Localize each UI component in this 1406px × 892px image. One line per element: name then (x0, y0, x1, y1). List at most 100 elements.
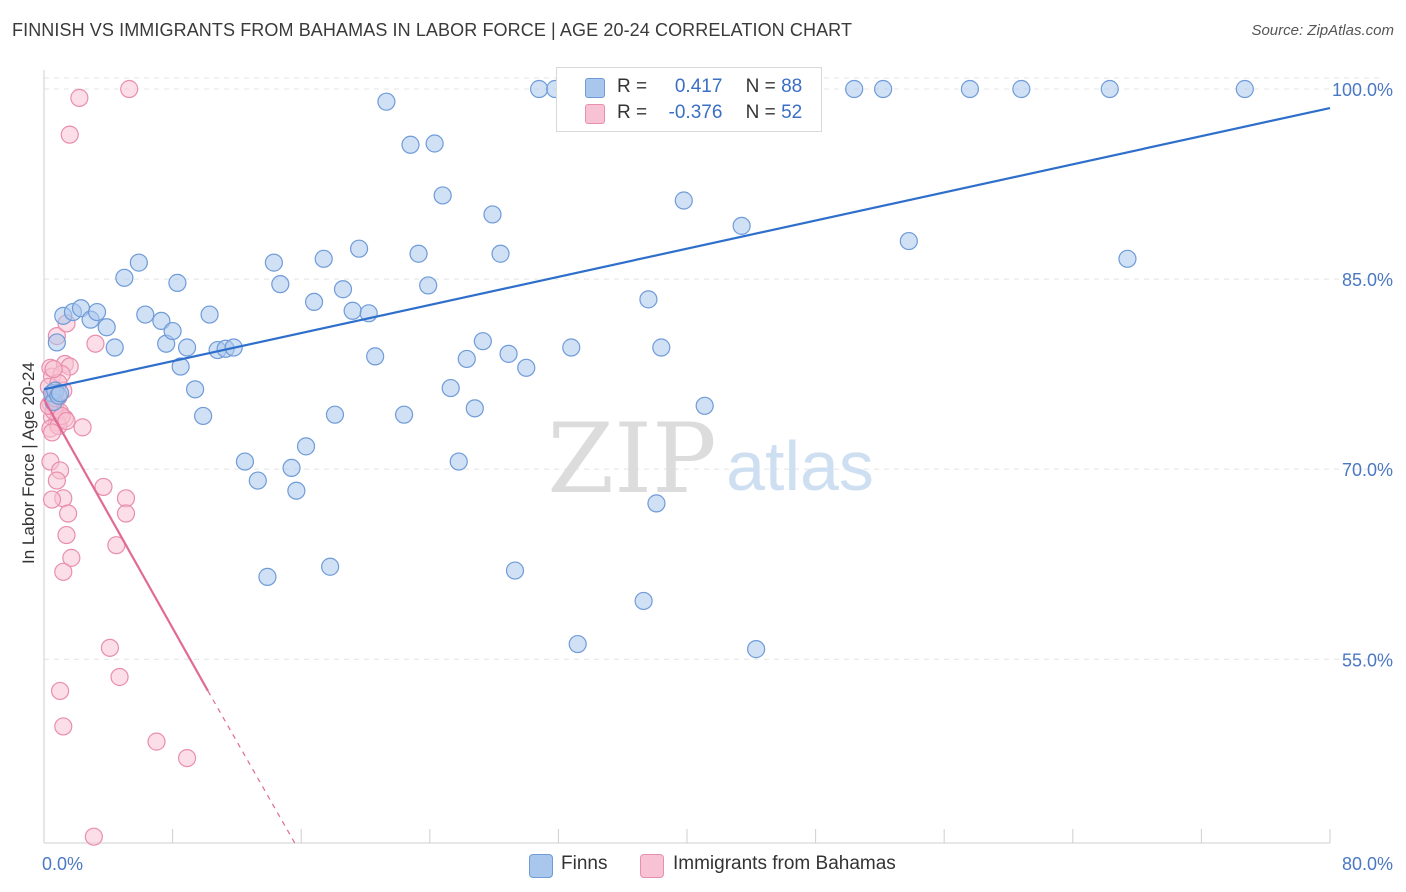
finns-point-76 (845, 79, 864, 99)
finns-point-20 (200, 305, 219, 324)
bahamas-point-36 (100, 638, 120, 657)
finns-point-16 (171, 357, 190, 376)
bahamas-point-26 (94, 477, 113, 497)
finns-point-7 (97, 318, 116, 337)
finns-point-67 (647, 494, 666, 513)
finns-point-44 (409, 244, 428, 263)
finns-point-77 (874, 79, 893, 99)
series-swatch-bahamas (640, 854, 664, 878)
finns-point-18 (186, 380, 205, 399)
x-tick-label-max: 80.0% (1342, 854, 1393, 874)
bahamas-point-25 (47, 471, 66, 490)
finns-point-36 (333, 280, 353, 299)
x-tick-label-min: 0.0% (42, 854, 83, 874)
finns-point-51 (465, 399, 484, 418)
finns-point-17 (177, 338, 197, 357)
finns-point-41 (377, 92, 396, 111)
finns-point-30 (287, 481, 306, 500)
finns-point-66 (639, 290, 658, 309)
finns-point-1 (47, 333, 66, 352)
bahamas-point-29 (42, 490, 62, 509)
bahamas-point-37 (110, 667, 129, 687)
finns-point-73 (732, 216, 751, 235)
finns-point-78 (899, 231, 918, 251)
finns-point-60 (562, 338, 581, 357)
finns-point-74 (747, 640, 766, 659)
bahamas-point-39 (54, 717, 73, 736)
bahamas-point-2 (60, 125, 79, 144)
finns-point-54 (491, 244, 510, 263)
legend-r-value-finns: 0.417 (674, 76, 723, 97)
finns-point-82 (1118, 249, 1137, 268)
finns-point-61 (568, 634, 587, 654)
finns-point-34 (321, 557, 340, 576)
legend-r-label: R = (617, 76, 648, 97)
finns-point-19 (194, 406, 213, 426)
bahamas-point-41 (177, 748, 197, 768)
finns-point-42 (394, 405, 414, 424)
y-tick-label-0: 55.0% (1342, 650, 1393, 670)
finns-point-10 (129, 253, 148, 272)
finns-point-49 (449, 452, 468, 471)
finns-point-80 (1012, 79, 1031, 99)
finns-point-15 (168, 273, 187, 292)
watermark-zip: ZIP (547, 403, 716, 515)
y-tick-label-1: 70.0% (1342, 460, 1393, 480)
finns-point-79 (960, 79, 980, 99)
finns-point-32 (304, 292, 324, 311)
legend-n-label: N = (745, 76, 776, 97)
bahamas-point-40 (147, 732, 166, 751)
finns-point-8 (105, 338, 124, 357)
legend-n-value-finns: 88 (781, 76, 803, 97)
legend-swatch-finns (585, 78, 605, 98)
bahamas-point-50 (57, 411, 76, 431)
bahamas-trend-extension (207, 690, 296, 844)
legend-r-label: R = (617, 102, 648, 123)
bahamas-point-22 (86, 334, 105, 353)
bahamas-point-38 (50, 681, 70, 701)
bahamas-point-42 (84, 827, 103, 846)
bahamas-point-35 (54, 562, 73, 581)
legend-row-finns: R = 0.417 N = 88 (617, 76, 802, 98)
finns-points (42, 79, 1254, 659)
bahamas-point-32 (57, 525, 76, 545)
legend-r-value-bahamas: -0.376 (668, 102, 723, 123)
finns-point-57 (517, 358, 536, 377)
finns-point-58 (530, 79, 549, 99)
source-credit: Source: ZipAtlas.com (1251, 22, 1394, 39)
bahamas-point-1 (70, 88, 89, 107)
finns-point-47 (433, 186, 452, 205)
series-legend: Finns Immigrants from Bahamas (0, 851, 1406, 879)
bahamas-points (39, 79, 197, 846)
finns-point-6 (87, 302, 107, 322)
bahamas-point-51 (44, 359, 63, 379)
finns-point-81 (1100, 79, 1119, 99)
finns-point-24 (235, 452, 255, 471)
finns-point-28 (271, 275, 290, 294)
finns-point-38 (349, 239, 369, 258)
legend-n-value-bahamas: 52 (781, 102, 803, 123)
legend-row-bahamas: R = -0.376 N = 52 (617, 102, 802, 124)
legend-n-label: N = (745, 102, 776, 123)
finns-point-68 (652, 338, 671, 357)
finns-point-14 (163, 321, 182, 341)
finns-point-50 (457, 349, 476, 369)
finns-point-31 (296, 437, 316, 456)
finns-point-56 (505, 561, 525, 580)
legend-swatch-bahamas (585, 104, 605, 124)
watermark: ZIP atlas (547, 403, 874, 515)
finns-point-43 (401, 135, 420, 154)
y-axis-label: In Labor Force | Age 20-24 (19, 362, 38, 564)
finns-point-53 (483, 205, 502, 224)
finns-point-52 (473, 332, 492, 351)
finns-point-26 (258, 567, 277, 586)
finns-point-37 (343, 301, 362, 320)
finns-point-48 (441, 378, 460, 398)
finns-point-83 (1235, 79, 1254, 99)
finns-point-12 (152, 311, 171, 331)
trend-lines (43, 106, 1331, 844)
finns-point-9 (115, 268, 134, 287)
bahamas-point-48 (42, 423, 62, 442)
finns-point-35 (325, 405, 345, 424)
